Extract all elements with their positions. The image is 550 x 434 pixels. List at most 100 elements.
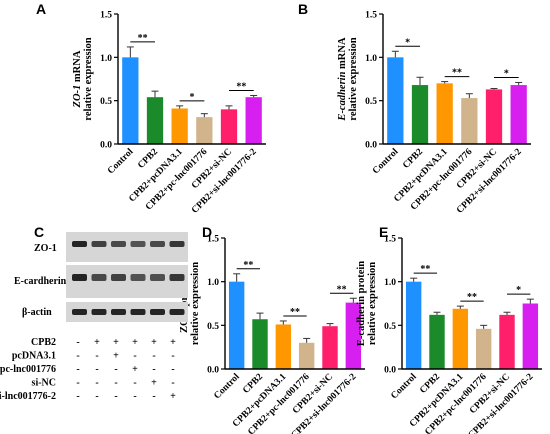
y-axis-label-line2: relative expression [190,262,201,345]
blot-band [169,241,185,247]
blot-band [169,309,185,315]
condition-sign: - [95,364,98,375]
y-axis-label: E-cadherin mRNA [337,37,348,122]
y-axis-label-line2: relative expression [83,37,94,120]
y-tick-label: 0.5 [365,97,377,107]
western-blot: ZO-1 E-cardherin β-actin CPB2 - + + + + + pcDNA… [0,232,188,402]
blot-band [130,274,146,281]
significance-label: * [516,285,521,296]
y-axis-label: E-cadherin protein [356,261,367,346]
y-tick-label: 0.5 [207,322,219,332]
condition-label: pc-lnc001776 [0,364,56,375]
y-tick-label: 1.5 [365,11,377,21]
significance-label: ** [138,33,148,44]
bar-control [122,57,139,145]
condition-sign: + [132,364,138,375]
significance-label: ** [236,81,246,92]
bar-cpb2 [252,319,268,369]
blot-band [72,241,87,247]
x-tick-label: Control [212,372,242,402]
blot-band [150,241,165,247]
y-tick-label: 0.0 [384,366,396,376]
chart-b: 0.0 0.5 1.0 1.5 E-cadherin mRNA relative expr… [337,11,531,216]
chart-a: 0.0 0.5 1.0 1.5 ZO-1 mRNA relative expression… [72,11,266,216]
bar-cpb2-pc-lnc001776 [298,342,315,369]
panel-label-c: C [34,224,44,240]
blot-band [111,241,126,247]
blot-row-label-actin: β-actin [22,307,52,318]
significance-label: ** [452,68,462,79]
condition-sign: + [94,337,100,348]
condition-sign: - [171,351,174,362]
y-tick-label: 0.0 [207,366,219,376]
condition-label: si-lnc001776-2 [0,391,56,402]
blot-strip-ecadherin [66,265,188,298]
condition-sign: - [114,391,117,402]
condition-sign: + [151,378,157,389]
condition-sign: + [170,337,176,348]
bar-cpb2-pcdna3-1 [436,83,453,144]
bar-cpb2-pc-lnc001776 [461,98,478,144]
condition-label: CPB2 [31,337,56,348]
blot-band [72,309,87,315]
blot-band [169,274,185,281]
condition-sign: - [76,351,79,362]
bar-cpb2-pcdna3-1 [275,324,292,369]
significance-label: ** [290,307,300,318]
bar-cpb2-pc-lnc001776 [196,117,213,144]
y-tick-label: 1.0 [100,54,112,64]
x-tick-label: Control [371,147,401,177]
y-tick-label: 1.0 [384,278,396,288]
significance-label: ** [243,260,253,271]
condition-sign: + [151,337,157,348]
y-tick-label: 1.0 [365,54,377,64]
bar-cpb2 [429,314,445,369]
blot-band [91,309,107,315]
panel-label-a: A [36,1,46,17]
chart-e: 0.0 0.5 1.0 1.5 E-cadherin protein relative e… [356,235,542,434]
bar-cpb2-si-lnc001776-2 [510,85,527,144]
blot-strip-zo1 [66,232,188,262]
significance-label: ** [337,284,347,295]
condition-sign: - [133,378,136,389]
bar-cpb2-si-lnc001776-2 [345,302,362,369]
condition-sign: + [113,337,119,348]
bar-cpb2-si-lnc001776-2 [245,97,262,144]
bar-cpb2-si-nc [485,89,503,144]
condition-sign: + [132,337,138,348]
panel-label-d: D [202,224,212,240]
significance-label: * [405,37,410,48]
significance-label: * [504,68,509,79]
condition-sign: - [152,351,155,362]
blot-band [111,274,126,281]
significance-label: ** [467,292,477,303]
condition-sign: + [113,351,119,362]
blot-band [130,309,146,315]
bar-cpb2 [411,85,429,144]
bar-cpb2-pcdna3-1 [452,308,469,369]
blot-band [150,309,165,315]
bar-charts: 0.00.51.01.5ZO-1 mRNA relative expression… [72,11,542,434]
y-tick-label: 0.0 [365,141,377,151]
blot-band [150,274,165,281]
condition-sign: - [152,391,155,402]
condition-sign: - [152,364,155,375]
condition-sign: - [133,351,136,362]
y-tick-label: 1.5 [384,235,396,245]
y-axis-label-line2: relative expression [367,262,378,345]
bar-control [228,281,245,369]
condition-sign: - [133,391,136,402]
y-tick-label: 1.0 [207,278,219,288]
significance-label: * [190,92,195,103]
blot-conditions: CPB2 - + + + + + pcDNA3.1 - - + - - - pc-lnc001776 - - - +… [0,337,176,402]
x-tick-label: Control [389,372,419,402]
y-tick-label: 1.5 [100,11,112,21]
condition-sign: - [95,351,98,362]
condition-label: si-NC [32,378,56,389]
blot-band [91,274,107,281]
blot-row-label-zo1: ZO-1 [34,243,57,254]
blot-row-label-ecadherin: E-cardherin [14,276,67,287]
bar-cpb2-pcdna3-1 [171,108,188,144]
